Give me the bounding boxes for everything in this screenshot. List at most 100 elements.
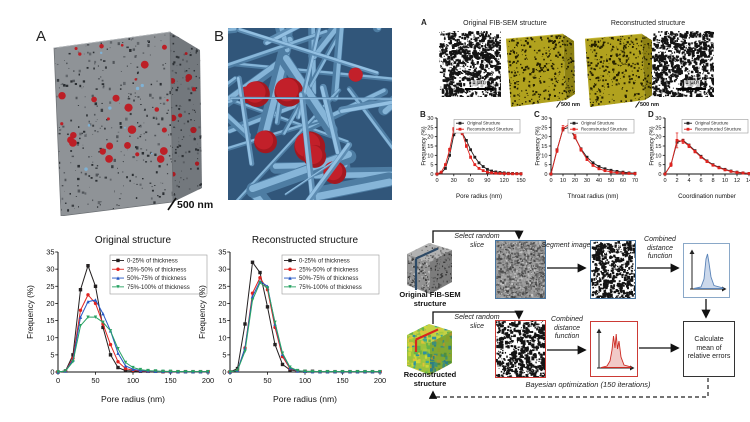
svg-text:20: 20 bbox=[572, 178, 578, 184]
chart-throat-radius-comparison: 0 10 20 30 40 50 60 70 0 5 10 15 20 25 30 Throat radius… bbox=[534, 108, 648, 205]
svg-text:5: 5 bbox=[222, 350, 226, 359]
blue-distribution-plot-icon bbox=[689, 249, 727, 292]
svg-text:Frequency (%): Frequency (%) bbox=[198, 285, 207, 339]
red-distribution-plot-icon bbox=[596, 328, 635, 371]
svg-text:10: 10 bbox=[722, 178, 728, 184]
svg-text:150: 150 bbox=[164, 376, 176, 385]
svg-text:Frequency (%): Frequency (%) bbox=[422, 126, 428, 165]
svg-text:30: 30 bbox=[427, 116, 433, 122]
porous-cube-render bbox=[40, 20, 210, 216]
svg-text:35: 35 bbox=[46, 248, 54, 257]
distance-function-plot-red bbox=[590, 321, 638, 377]
svg-text:10: 10 bbox=[218, 333, 226, 342]
svg-text:Reconstructed Structure: Reconstructed Structure bbox=[467, 127, 514, 132]
svg-text:0: 0 bbox=[228, 376, 232, 385]
scalebar-1um-left: 1 μm bbox=[465, 80, 493, 91]
scalebar-1um-right-bar bbox=[678, 88, 706, 91]
svg-text:0: 0 bbox=[430, 172, 433, 178]
svg-text:Original structure: Original structure bbox=[95, 235, 172, 246]
svg-text:15: 15 bbox=[427, 144, 433, 150]
svg-text:Pore radius (nm): Pore radius (nm) bbox=[456, 193, 502, 200]
svg-text:15: 15 bbox=[218, 316, 226, 325]
svg-text:Pore radius (nm): Pore radius (nm) bbox=[101, 394, 165, 404]
svg-text:40: 40 bbox=[596, 178, 602, 184]
svg-text:35: 35 bbox=[218, 248, 226, 257]
svg-text:0: 0 bbox=[222, 368, 226, 377]
workflow-reconstructed-cube-label: Reconstructed structure bbox=[403, 370, 457, 388]
svg-text:75%-100% of thickness: 75%-100% of thickness bbox=[127, 285, 190, 291]
segment-image-label: Segment image bbox=[541, 242, 591, 249]
svg-text:50%-75% of thickness: 50%-75% of thickness bbox=[299, 276, 358, 282]
svg-text:60: 60 bbox=[467, 178, 473, 184]
svg-text:5: 5 bbox=[50, 350, 54, 359]
svg-text:0: 0 bbox=[663, 178, 666, 184]
svg-text:0: 0 bbox=[544, 172, 547, 178]
svg-text:30: 30 bbox=[584, 178, 590, 184]
scalebar-1um-right-text: 1 μm bbox=[684, 80, 700, 87]
workflow-segmented-slice bbox=[590, 240, 636, 299]
select-random-slice-label-bottom: Select random slice bbox=[454, 314, 500, 330]
svg-text:25%-50% of thickness: 25%-50% of thickness bbox=[299, 267, 358, 273]
svg-text:10: 10 bbox=[560, 178, 566, 184]
binary-slice-original bbox=[439, 31, 501, 97]
scale-500nm-right: 500 nm bbox=[635, 101, 659, 108]
svg-text:10: 10 bbox=[655, 153, 661, 159]
svg-text:100: 100 bbox=[299, 376, 311, 385]
svg-text:0: 0 bbox=[50, 368, 54, 377]
chart-pore-radius-comparison: 0 30 60 90 120 150 0 5 10 15 20 25 30 Pore radius (nm… bbox=[420, 108, 534, 205]
svg-text:6: 6 bbox=[699, 178, 702, 184]
svg-text:Frequency (%): Frequency (%) bbox=[536, 126, 542, 165]
scale-tick-icon bbox=[167, 197, 177, 211]
fibsem-cube-reconstructed bbox=[582, 30, 656, 108]
svg-text:Pore radius (nm): Pore radius (nm) bbox=[273, 394, 337, 404]
scale-500nm-right-text: 500 nm bbox=[640, 102, 659, 108]
svg-text:200: 200 bbox=[374, 376, 386, 385]
svg-text:30: 30 bbox=[218, 265, 226, 274]
chart-original-structure-thickness: 0 50 100 150 200 0 5 10 15 20 25 30 35 Pore radius (n… bbox=[24, 230, 216, 422]
svg-text:50%-75% of thickness: 50%-75% of thickness bbox=[127, 276, 186, 282]
reconstructed-structure-title: Reconstructed structure bbox=[610, 20, 686, 27]
fibsem-cube-original bbox=[503, 30, 577, 108]
ligament-network-render bbox=[228, 28, 392, 200]
svg-text:Original Structure: Original Structure bbox=[695, 121, 729, 126]
bayesian-feedback-arrow bbox=[428, 378, 709, 399]
svg-text:12: 12 bbox=[734, 178, 740, 184]
svg-text:20: 20 bbox=[46, 299, 54, 308]
svg-text:Original Structure: Original Structure bbox=[467, 121, 501, 126]
scale-tick-icon bbox=[635, 101, 640, 108]
svg-text:0: 0 bbox=[658, 172, 661, 178]
distance-function-plot-blue bbox=[683, 243, 730, 298]
svg-text:25: 25 bbox=[655, 125, 661, 131]
svg-text:50: 50 bbox=[263, 376, 271, 385]
svg-text:2: 2 bbox=[675, 178, 678, 184]
binary-slice-reconstructed bbox=[652, 31, 714, 97]
svg-text:5: 5 bbox=[430, 163, 433, 169]
svg-text:5: 5 bbox=[544, 163, 547, 169]
svg-text:75%-100% of thickness: 75%-100% of thickness bbox=[299, 285, 362, 291]
svg-text:Original Structure: Original Structure bbox=[581, 121, 615, 126]
svg-text:15: 15 bbox=[46, 316, 54, 325]
svg-text:Coordination number: Coordination number bbox=[678, 193, 736, 200]
scale-500nm-left-text: 500 nm bbox=[561, 102, 580, 108]
svg-text:Frequency (%): Frequency (%) bbox=[26, 285, 35, 339]
chart-b-letter: B bbox=[420, 110, 426, 119]
scalebar-1um-left-bar bbox=[465, 88, 493, 91]
svg-text:8: 8 bbox=[711, 178, 714, 184]
chart-coordination-number-comparison: 0 2 4 6 8 10 12 14 0 5 10 15 20 25 30 Coordination numb… bbox=[648, 108, 750, 205]
svg-text:25: 25 bbox=[541, 125, 547, 131]
combined-distance-label-top: Combined distance function bbox=[644, 236, 676, 260]
calculate-mean-box: Calculate mean of relative errors bbox=[683, 321, 735, 377]
svg-text:150: 150 bbox=[336, 376, 348, 385]
panel-b-letter: B bbox=[214, 28, 225, 45]
select-random-slice-label-top: Select random slice bbox=[454, 233, 500, 249]
svg-text:15: 15 bbox=[541, 144, 547, 150]
scale-label-500nm: 500 nm bbox=[167, 197, 213, 211]
svg-text:0: 0 bbox=[435, 178, 438, 184]
svg-text:10: 10 bbox=[427, 153, 433, 159]
chart-d-letter: D bbox=[648, 110, 654, 119]
svg-text:10: 10 bbox=[46, 333, 54, 342]
svg-text:Reconstructed Structure: Reconstructed Structure bbox=[581, 127, 628, 132]
svg-text:50: 50 bbox=[91, 376, 99, 385]
scalebar-1um-left-text: 1 μm bbox=[471, 80, 487, 87]
